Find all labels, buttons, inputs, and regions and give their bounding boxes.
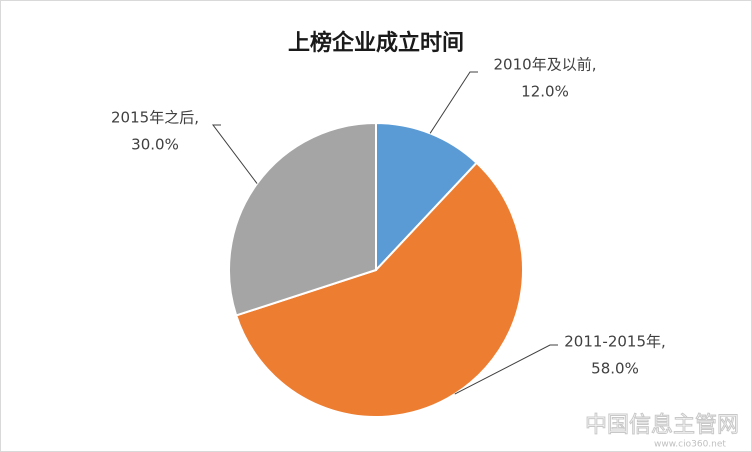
- pie-slice: [228, 121, 377, 317]
- data-label-value: 12.0%: [521, 83, 569, 101]
- leader-line: [211, 124, 258, 184]
- pie-slice: [375, 121, 479, 273]
- leader-line: [429, 71, 478, 134]
- data-label-category: 2011-2015年,: [564, 333, 666, 351]
- chart-title: 上榜企业成立时间: [288, 30, 464, 56]
- watermark: 中国信息主管网: [585, 413, 739, 438]
- data-label-value: 30.0%: [131, 136, 179, 154]
- data-label-category: 2015年之后,: [111, 109, 199, 127]
- watermark-url: www.cio360.net: [654, 440, 726, 450]
- leader-line: [454, 344, 558, 395]
- data-label-category: 2010年及以前,: [494, 56, 597, 74]
- data-label-value: 58.0%: [591, 360, 639, 378]
